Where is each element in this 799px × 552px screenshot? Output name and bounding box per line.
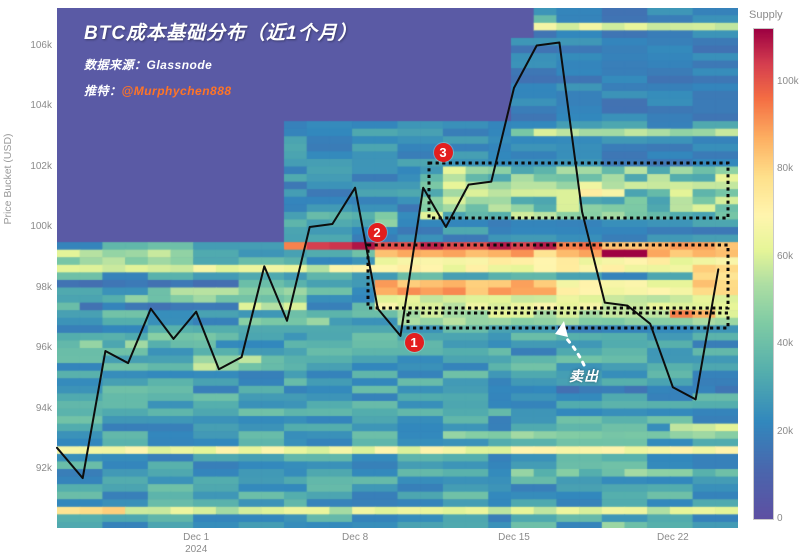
colorbar-tick-label: 100k: [777, 75, 799, 87]
colorbar-tick-label: 40k: [777, 338, 794, 349]
colorbar-tick-label: 80k: [777, 163, 794, 174]
colorbar-tick-label: 20k: [777, 425, 794, 437]
x-tick-label: Dec 22: [657, 532, 689, 543]
y-tick-label: 96k: [35, 342, 52, 353]
colorbar-tick-label: 60k: [777, 250, 794, 262]
x-tick-label: Dec 8: [342, 532, 369, 543]
title-block: BTC成本基础分布（近1个月） 数据来源：Glassnode 推特：@Murph…: [84, 18, 358, 99]
x-tick-label: Dec 15: [498, 532, 530, 543]
y-axis-title: Price Bucket (USD): [2, 133, 14, 225]
marker-circle-3: 3: [433, 142, 453, 162]
twitter-line: 推特：@Murphychen888: [84, 82, 358, 99]
twitter-label: 推特：: [84, 84, 122, 98]
y-tick-label: 104k: [30, 100, 52, 111]
data-source-line: 数据来源：Glassnode: [84, 58, 213, 72]
marker-circle-1: 1: [404, 332, 424, 352]
sell-label: 卖出: [569, 368, 599, 384]
chart-title: BTC成本基础分布（近1个月）: [84, 23, 358, 44]
colorbar-tick-label: 0: [777, 513, 783, 524]
y-tick-label: 106k: [30, 39, 52, 51]
y-tick-label: 100k: [30, 221, 52, 232]
twitter-handle: @Murphychen888: [121, 84, 232, 98]
x-tick-label: Dec 1 2024: [183, 532, 210, 552]
y-tick-label: 92k: [35, 463, 52, 474]
y-tick-label: 102k: [30, 160, 52, 172]
colorbar-title: Supply: [749, 9, 783, 21]
colorbar: [753, 28, 774, 520]
y-tick-label: 98k: [35, 281, 52, 293]
y-tick-label: 94k: [35, 402, 52, 414]
marker-circle-2: 2: [367, 222, 387, 242]
